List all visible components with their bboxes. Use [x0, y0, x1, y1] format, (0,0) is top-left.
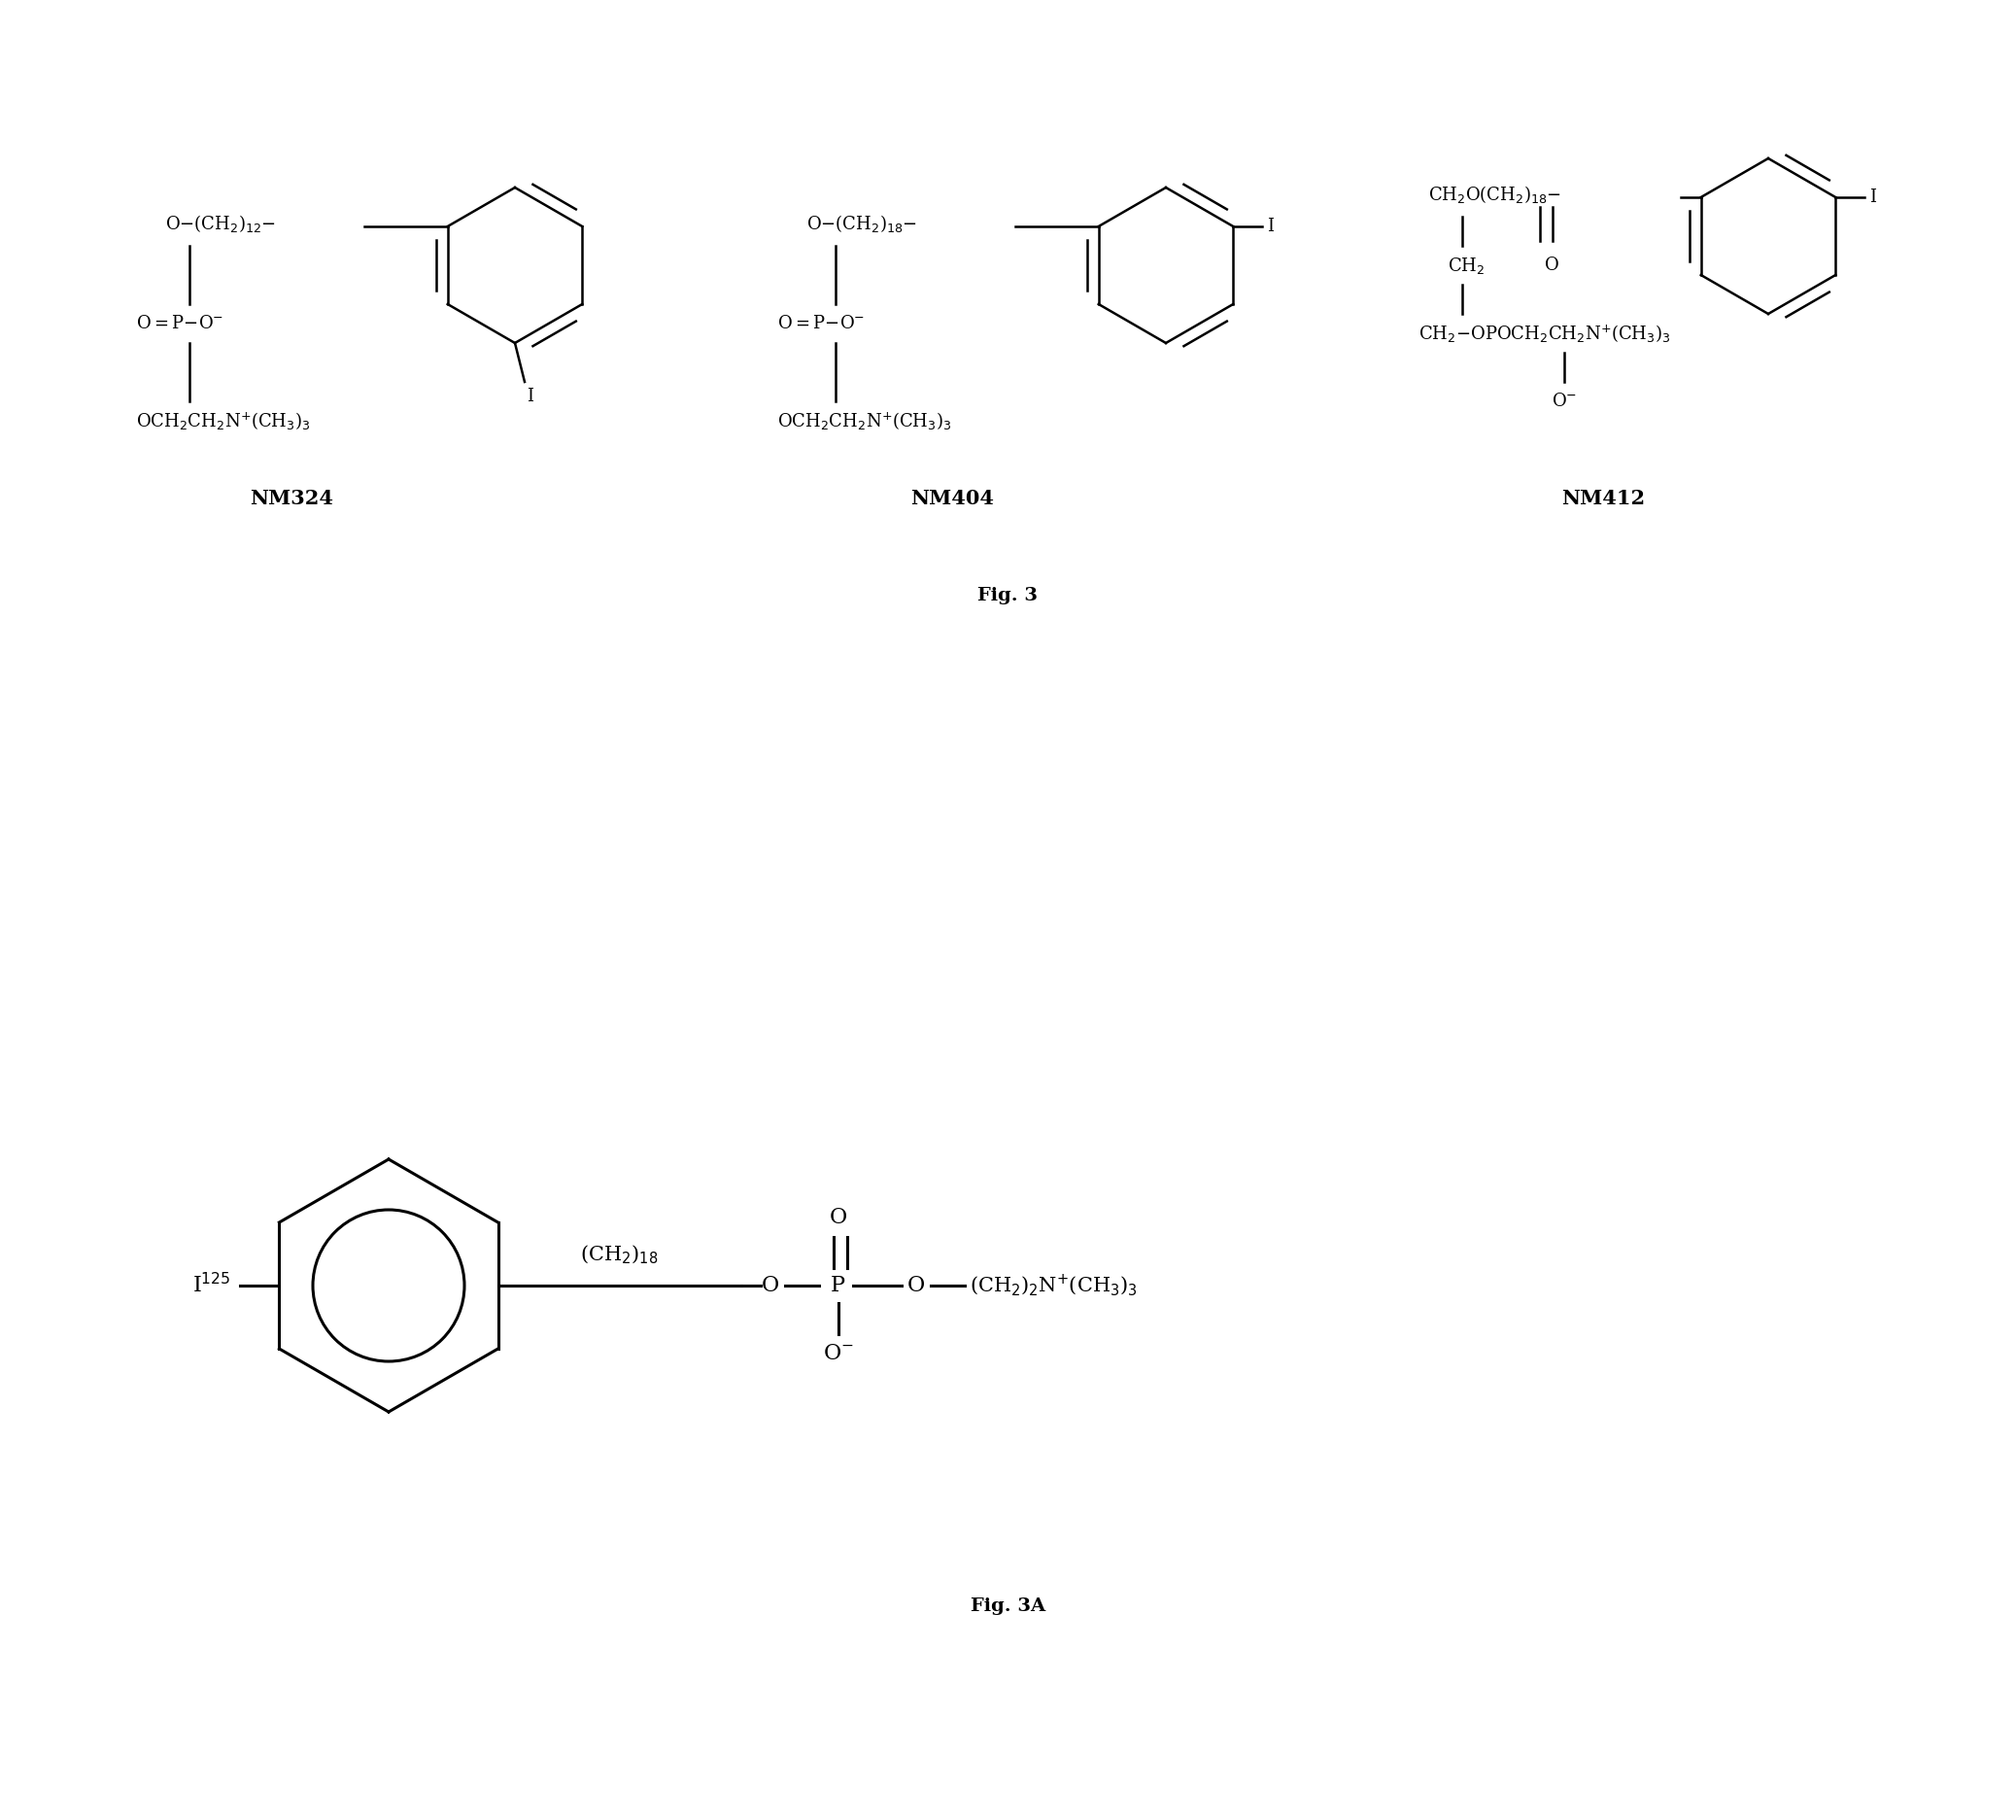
Text: O$-$(CH$_{2}$)$_{12}$$-$: O$-$(CH$_{2}$)$_{12}$$-$ [165, 213, 276, 235]
Text: CH$_{2}$O(CH$_{2}$)$_{18}$$-$: CH$_{2}$O(CH$_{2}$)$_{18}$$-$ [1427, 184, 1560, 206]
Text: I: I [1869, 189, 1877, 206]
Text: I$^{125}$: I$^{125}$ [192, 1274, 230, 1298]
Text: O: O [1544, 257, 1558, 275]
Text: P: P [831, 1274, 845, 1296]
Text: I: I [526, 388, 534, 406]
Text: (CH$_{2}$)$_{2}$N$^{+}$(CH$_{3}$)$_{3}$: (CH$_{2}$)$_{2}$N$^{+}$(CH$_{3}$)$_{3}$ [970, 1272, 1137, 1298]
Text: NM412: NM412 [1560, 490, 1645, 508]
Text: O$^{-}$: O$^{-}$ [1552, 393, 1577, 410]
Text: O: O [829, 1207, 847, 1229]
Text: CH$_{2}$$-$OPOCH$_{2}$CH$_{2}$N$^{+}$(CH$_{3}$)$_{3}$: CH$_{2}$$-$OPOCH$_{2}$CH$_{2}$N$^{+}$(CH… [1419, 322, 1671, 344]
Text: I: I [1268, 218, 1274, 235]
Text: OCH$_{2}$CH$_{2}$N$^{+}$(CH$_{3}$)$_{3}$: OCH$_{2}$CH$_{2}$N$^{+}$(CH$_{3}$)$_{3}$ [778, 410, 952, 431]
Text: (CH$_{2}$)$_{18}$: (CH$_{2}$)$_{18}$ [581, 1243, 659, 1267]
Text: NM404: NM404 [911, 490, 994, 508]
Text: O: O [762, 1274, 778, 1296]
Text: Fig. 3A: Fig. 3A [970, 1598, 1046, 1614]
Text: Fig. 3: Fig. 3 [978, 586, 1038, 604]
Text: OCH$_{2}$CH$_{2}$N$^{+}$(CH$_{3}$)$_{3}$: OCH$_{2}$CH$_{2}$N$^{+}$(CH$_{3}$)$_{3}$ [135, 410, 310, 431]
Text: O: O [907, 1274, 925, 1296]
Text: O$=$P$-$O$^{-}$: O$=$P$-$O$^{-}$ [135, 315, 224, 333]
Text: O$-$(CH$_{2}$)$_{18}$$-$: O$-$(CH$_{2}$)$_{18}$$-$ [806, 213, 917, 235]
Text: O$=$P$-$O$^{-}$: O$=$P$-$O$^{-}$ [778, 315, 865, 333]
Text: NM324: NM324 [250, 490, 333, 508]
Text: CH$_{2}$: CH$_{2}$ [1447, 255, 1486, 275]
Text: O$^{-}$: O$^{-}$ [823, 1343, 853, 1365]
